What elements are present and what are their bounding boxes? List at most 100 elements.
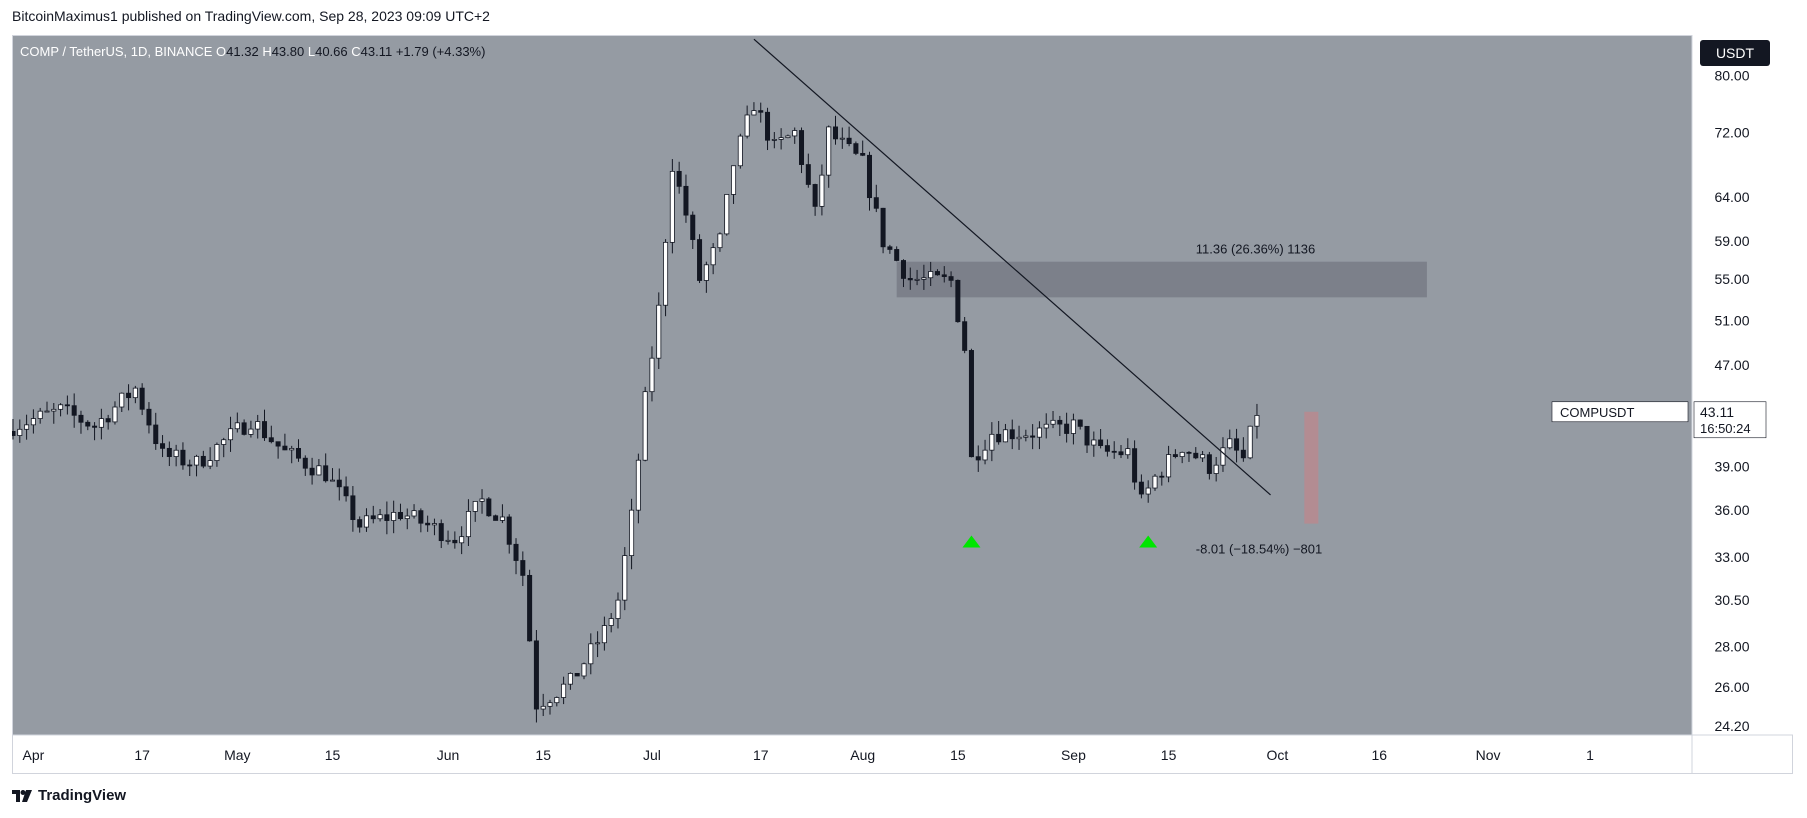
candle-up[interactable]	[1166, 454, 1172, 478]
candle-down[interactable]	[996, 433, 1002, 443]
candle-up[interactable]	[17, 428, 23, 436]
candle-up[interactable]	[1213, 464, 1219, 474]
candle-up[interactable]	[792, 130, 798, 137]
candle-down[interactable]	[1132, 448, 1138, 483]
candle-up[interactable]	[1050, 419, 1056, 425]
candle-up[interactable]	[1247, 425, 1253, 459]
candle-up[interactable]	[214, 444, 220, 461]
candle-down[interactable]	[948, 276, 954, 281]
candle-down[interactable]	[85, 421, 91, 427]
candle-down[interactable]	[527, 574, 533, 642]
candle-down[interactable]	[493, 515, 499, 521]
candle-up[interactable]	[635, 459, 641, 511]
candle-down[interactable]	[282, 445, 288, 451]
candle-up[interactable]	[51, 408, 57, 412]
candle-up[interactable]	[615, 599, 621, 619]
candle-down[interactable]	[799, 130, 805, 165]
candle-down[interactable]	[397, 511, 403, 520]
candle-up[interactable]	[703, 264, 709, 281]
candle-down[interactable]	[1030, 435, 1036, 438]
candle-up[interactable]	[30, 418, 36, 426]
candle-up[interactable]	[669, 170, 675, 243]
candle-down[interactable]	[153, 424, 159, 445]
measure-down-range[interactable]	[1304, 411, 1319, 524]
candle-down[interactable]	[384, 514, 390, 521]
candle-down[interactable]	[853, 143, 859, 154]
candle-down[interactable]	[934, 271, 940, 276]
candle-up[interactable]	[731, 165, 737, 195]
candle-up[interactable]	[234, 422, 240, 430]
candle-down[interactable]	[309, 467, 315, 476]
candle-up[interactable]	[411, 510, 417, 517]
candle-up[interactable]	[561, 683, 567, 698]
candle-down[interactable]	[92, 425, 98, 428]
candle-down[interactable]	[268, 437, 274, 443]
candle-down[interactable]	[275, 441, 281, 447]
candle-up[interactable]	[737, 135, 743, 167]
candle-up[interactable]	[1152, 475, 1158, 489]
candle-down[interactable]	[676, 170, 682, 187]
candle-down[interactable]	[1240, 449, 1246, 459]
candle-down[interactable]	[160, 443, 166, 449]
candle-up[interactable]	[622, 555, 628, 601]
candle-up[interactable]	[479, 498, 485, 502]
candle-up[interactable]	[404, 515, 410, 520]
candle-up[interactable]	[173, 449, 179, 457]
candle-up[interactable]	[642, 391, 648, 461]
candle-down[interactable]	[12, 431, 16, 436]
candle-down[interactable]	[1057, 419, 1063, 425]
candle-down[interactable]	[105, 418, 111, 423]
candle-up[interactable]	[119, 392, 125, 408]
candle-up[interactable]	[982, 449, 988, 461]
candle-up[interactable]	[1002, 429, 1008, 443]
candle-up[interactable]	[839, 137, 845, 140]
candle-down[interactable]	[832, 126, 839, 140]
candle-up[interactable]	[1179, 451, 1185, 458]
candle-down[interactable]	[78, 414, 84, 423]
candle-up[interactable]	[629, 509, 635, 557]
candle-up[interactable]	[1220, 447, 1226, 466]
candle-down[interactable]	[343, 486, 349, 497]
candle-up[interactable]	[724, 194, 730, 235]
candle-up[interactable]	[785, 135, 791, 139]
candle-down[interactable]	[295, 448, 302, 459]
candle-up[interactable]	[44, 410, 50, 413]
candle-down[interactable]	[126, 392, 132, 399]
candle-down[interactable]	[1159, 475, 1165, 478]
up-arrow-marker[interactable]	[1139, 535, 1158, 548]
candle-up[interactable]	[744, 114, 750, 137]
currency-badge[interactable]	[1700, 40, 1770, 66]
candle-up[interactable]	[540, 705, 546, 710]
candle-down[interactable]	[486, 498, 492, 517]
candle-up[interactable]	[1125, 448, 1131, 456]
candle-up[interactable]	[98, 418, 104, 428]
candle-down[interactable]	[452, 539, 458, 544]
candle-up[interactable]	[194, 455, 200, 466]
candle-down[interactable]	[370, 515, 376, 520]
candle-up[interactable]	[649, 357, 655, 393]
candle-up[interactable]	[547, 702, 553, 707]
candle-down[interactable]	[805, 164, 811, 185]
candle-down[interactable]	[846, 137, 852, 145]
candle-up[interactable]	[914, 278, 920, 281]
candle-down[interactable]	[1064, 423, 1070, 434]
candle-down[interactable]	[187, 464, 193, 467]
candle-up[interactable]	[329, 479, 335, 482]
candle-up[interactable]	[663, 241, 669, 306]
candle-down[interactable]	[1234, 438, 1240, 451]
candle-down[interactable]	[758, 110, 764, 113]
candle-up[interactable]	[1200, 454, 1206, 459]
candle-up[interactable]	[1043, 423, 1049, 429]
candle-up[interactable]	[1254, 415, 1260, 427]
candle-up[interactable]	[37, 410, 43, 419]
candle-down[interactable]	[1098, 439, 1104, 446]
candle-down[interactable]	[968, 350, 974, 458]
candle-down[interactable]	[1193, 452, 1199, 459]
candle-down[interactable]	[146, 408, 152, 426]
candle-down[interactable]	[574, 673, 580, 677]
candle-down[interactable]	[1118, 451, 1124, 456]
candle-down[interactable]	[350, 495, 356, 521]
candle-down[interactable]	[866, 154, 873, 199]
candle-up[interactable]	[58, 404, 64, 410]
candle-up[interactable]	[431, 523, 437, 526]
